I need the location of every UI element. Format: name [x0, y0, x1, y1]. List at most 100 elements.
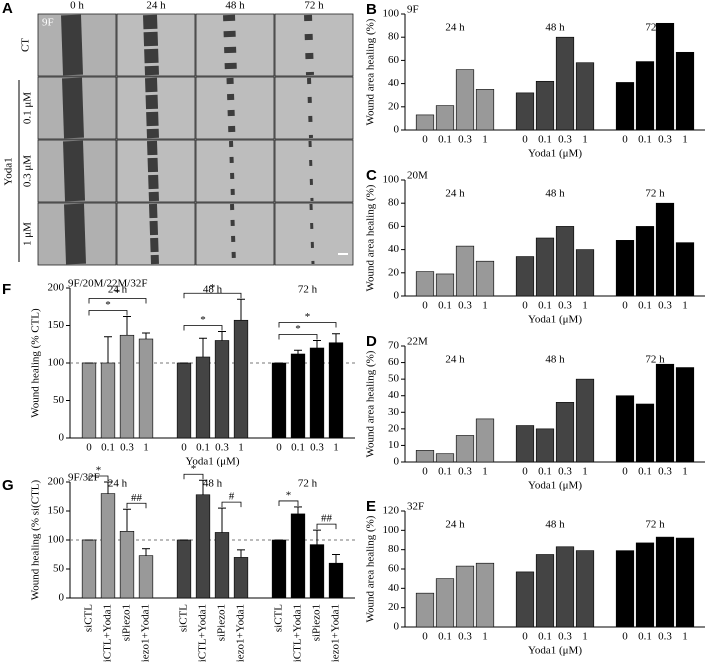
significance-mark: *	[105, 299, 111, 311]
bar	[535, 80, 555, 131]
micrograph	[274, 13, 354, 77]
bar	[415, 450, 435, 463]
group-label: 48 h	[545, 22, 565, 34]
chart-title: 22M	[407, 336, 428, 348]
significance-bracket	[316, 523, 337, 530]
micrograph	[274, 76, 354, 140]
significance-mark: *	[200, 314, 206, 326]
bar	[635, 542, 655, 628]
y-tick-label: 40	[388, 582, 400, 594]
bar	[655, 363, 675, 463]
y-tick-label: 100	[48, 534, 65, 546]
significance-bracket	[183, 292, 242, 299]
x-tick-label: 0	[622, 466, 628, 478]
group-label: 72 h	[298, 478, 318, 490]
x-tick-label: 0	[276, 442, 282, 454]
x-axis-label: Yoda1 (μM)	[528, 314, 582, 326]
y-tick-label: 0	[394, 621, 400, 633]
x-tick-label: siCTL+Yoda1	[197, 604, 209, 662]
bar	[271, 539, 287, 599]
bar	[575, 62, 595, 131]
x-tick-label: 1	[682, 631, 688, 643]
chart-title: 32F	[407, 501, 424, 513]
group-label: 72 h	[645, 354, 665, 366]
bar	[415, 114, 435, 131]
x-tick-label: siPiezo1	[311, 604, 323, 641]
chart-title: 9F/32F	[68, 472, 100, 484]
y-tick-label: 60	[388, 356, 400, 368]
y-tick-label: 70	[388, 340, 400, 352]
bar	[214, 532, 230, 599]
y-tick-label: 200	[48, 282, 65, 294]
wound-gap	[145, 77, 159, 139]
y-tick-label: 150	[48, 319, 65, 331]
group-label: 24 h	[445, 519, 465, 531]
x-tick-label: siPiezo1	[216, 604, 228, 641]
x-tick-label: 0.3	[558, 134, 572, 146]
bar	[575, 550, 595, 628]
micrograph	[195, 139, 275, 203]
significance-mark: *	[295, 323, 301, 335]
bar	[535, 428, 555, 463]
bar	[615, 550, 635, 628]
row-label: 0.1 μM	[22, 92, 34, 124]
x-tick-label: 0.1	[638, 631, 652, 643]
significance-bracket	[88, 310, 128, 316]
bar	[635, 61, 655, 131]
y-axis-label: Wound area healing (%)	[365, 350, 377, 457]
y-tick-label: 200	[48, 476, 65, 488]
significance-mark: *	[210, 282, 216, 294]
bar	[455, 565, 475, 628]
y-tick-label: 150	[48, 505, 65, 517]
group-label: Yoda1	[3, 157, 15, 185]
bar	[309, 544, 325, 599]
bar	[176, 362, 192, 439]
bar	[435, 578, 455, 628]
significance-mark: *	[286, 489, 292, 501]
column-label: 0 h	[70, 0, 84, 12]
column-label: 24 h	[146, 0, 166, 12]
bar	[475, 89, 495, 131]
x-tick-label: 0.1	[438, 300, 452, 312]
x-tick-label: 1	[582, 631, 588, 643]
wound-gap	[226, 77, 236, 139]
panel-label: E	[366, 498, 376, 515]
y-axis-label: Wound area healing (%)	[365, 515, 377, 622]
y-tick-label: 100	[383, 174, 400, 186]
bar	[635, 403, 655, 463]
x-tick-label: 0.3	[658, 300, 672, 312]
x-tick-label: 0.3	[558, 631, 572, 643]
panel-label: C	[366, 167, 377, 184]
x-tick-label: 0.1	[638, 466, 652, 478]
wound-gap	[62, 77, 84, 139]
significance-bracket	[221, 501, 242, 508]
y-tick-label: 80	[388, 543, 400, 555]
bar	[555, 402, 575, 463]
bar	[515, 92, 535, 131]
bar	[675, 537, 695, 628]
bar	[535, 554, 555, 628]
y-axis-label: Wound area healing (%)	[365, 184, 377, 291]
y-tick-label: 100	[383, 8, 400, 20]
x-tick-label: 0	[422, 466, 428, 478]
x-tick-label: 0.1	[538, 300, 552, 312]
y-tick-label: 20	[388, 601, 400, 613]
group-label: 24 h	[445, 354, 465, 366]
x-tick-label: 0.1	[538, 466, 552, 478]
x-tick-label: 1	[582, 134, 588, 146]
x-tick-label: 0	[181, 442, 187, 454]
bar	[655, 536, 675, 628]
wound-gap	[223, 14, 237, 76]
y-tick-label: 40	[388, 389, 400, 401]
y-tick-label: 50	[53, 394, 65, 406]
wound-gap	[149, 203, 159, 265]
bar	[100, 493, 116, 599]
y-tick-label: 30	[388, 406, 400, 418]
y-tick-label: 80	[388, 197, 400, 209]
x-axis-label: Yoda1 (μM)	[186, 456, 240, 468]
group-label: 48 h	[545, 354, 565, 366]
group-label: 48 h	[545, 519, 565, 531]
x-tick-label: 0.3	[458, 134, 472, 146]
significance-bracket	[88, 298, 147, 304]
significance-bracket	[126, 502, 147, 509]
